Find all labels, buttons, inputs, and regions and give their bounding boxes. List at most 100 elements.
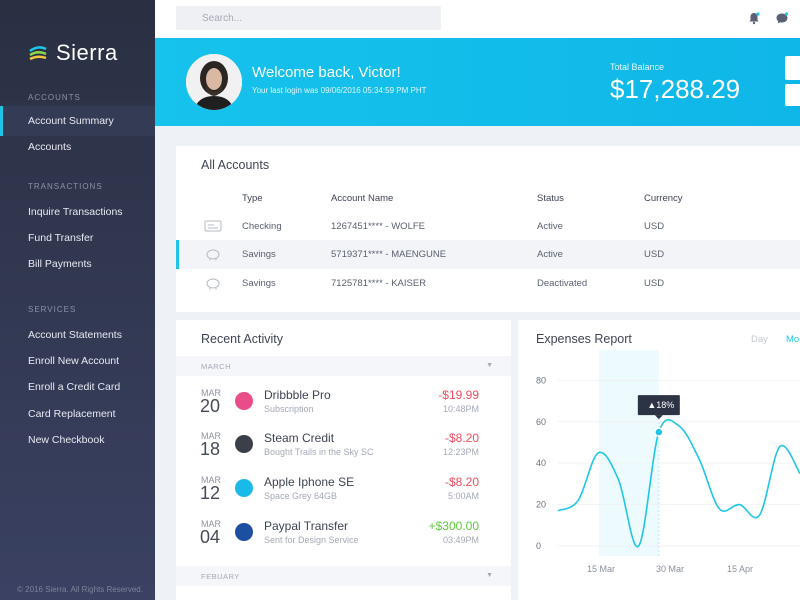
account-name: 7125781**** - KAISER <box>331 278 427 289</box>
transaction-name: Dribbble Pro <box>264 388 331 402</box>
total-balance-label: Total Balance <box>610 62 665 72</box>
month-header-february[interactable]: FEBUARY ▼ <box>176 566 511 586</box>
transaction-time: 12:23PM <box>442 447 479 457</box>
y-tick-label: 20 <box>536 500 546 510</box>
list-item[interactable]: MAR 20 Dribbble Pro Subscription -$19.99 10:4… <box>176 388 511 432</box>
piggy-bank-icon <box>206 278 220 290</box>
transaction-month: MAR <box>201 388 221 398</box>
transaction-day: 18 <box>200 439 221 459</box>
y-tick-label: 40 <box>536 458 546 468</box>
month-header-march[interactable]: MARCH ▼ <box>176 356 511 376</box>
sidebar-item-inquire-transactions[interactable]: Inquire Transactions <box>28 206 123 218</box>
account-name: 5719371**** - MAENGUNE <box>331 249 447 260</box>
transaction-day: 20 <box>200 396 221 416</box>
transaction-amount: +$300.00 <box>428 519 479 533</box>
chat-icon[interactable] <box>775 11 789 25</box>
check-icon <box>204 220 222 232</box>
steam-icon <box>235 435 253 453</box>
expenses-report-card: Expenses Report Day Mo 0 20 40 60 80 15 Mar 30… <box>518 320 800 600</box>
account-type: Checking <box>242 221 282 232</box>
x-tick-label: 30 Mar <box>656 564 684 574</box>
column-header-status: Status <box>537 193 564 204</box>
tab-month[interactable]: Mo <box>786 334 800 345</box>
section-title-accounts: ACCOUNTS <box>28 93 81 102</box>
total-balance-value: $17,288.29 <box>610 74 741 104</box>
recent-activity-card: Recent Activity MARCH ▼ MAR 20 Dribbble Pr… <box>176 320 511 600</box>
sidebar-item-enroll-new-account[interactable]: Enroll New Account <box>28 355 120 367</box>
y-tick-label: 0 <box>536 541 541 551</box>
logo[interactable]: Sierra <box>28 40 118 66</box>
sidebar-item-accounts[interactable]: Accounts <box>28 141 72 153</box>
account-currency: USD <box>644 221 665 232</box>
transaction-amount: -$19.99 <box>438 388 479 402</box>
account-currency: USD <box>644 278 665 289</box>
transaction-time: 03:49PM <box>442 535 479 545</box>
welcome-banner: Welcome back, Victor! Your last login wa… <box>155 38 800 126</box>
avatar[interactable] <box>186 54 242 110</box>
tooltip-arrow <box>654 415 663 420</box>
banner-action-button-2[interactable] <box>785 84 800 106</box>
caret-down-icon: ▼ <box>486 572 493 579</box>
sierra-logo-icon <box>29 46 47 61</box>
account-name: 1267451**** - WOLFE <box>331 221 425 232</box>
top-bar <box>155 0 800 38</box>
transaction-time: 10:48PM <box>442 404 479 414</box>
all-accounts-title: All Accounts <box>201 158 270 172</box>
series-line <box>557 419 800 548</box>
sidebar-item-account-statements[interactable]: Account Statements <box>28 329 122 341</box>
sidebar-item-new-checkbook[interactable]: New Checkbook <box>28 434 105 446</box>
month-label: MARCH <box>201 362 231 371</box>
transaction-name: Paypal Transfer <box>264 519 349 533</box>
dribbble-icon <box>235 392 253 410</box>
account-status: Active <box>537 221 563 232</box>
bell-icon[interactable] <box>747 11 761 25</box>
section-title-services: SERVICES <box>28 305 77 314</box>
caret-down-icon: ▼ <box>486 362 493 369</box>
transaction-name: Steam Credit <box>264 431 335 445</box>
x-tick-label: 15 Mar <box>587 564 615 574</box>
transaction-amount: -$8.20 <box>444 431 479 445</box>
column-header-type: Type <box>242 193 263 204</box>
sidebar-item-account-summary[interactable]: Account Summary <box>0 106 155 136</box>
sidebar-item-bill-payments[interactable]: Bill Payments <box>28 258 92 270</box>
paypal-icon <box>235 523 253 541</box>
account-status: Active <box>537 249 563 260</box>
banner-action-button-1[interactable] <box>785 56 800 80</box>
x-tick-label: 15 Apr <box>727 564 753 574</box>
apple-store-icon <box>235 479 253 497</box>
sidebar-item-card-replacement[interactable]: Card Replacement <box>28 408 116 420</box>
welcome-message: Welcome back, Victor! <box>252 64 401 81</box>
y-tick-label: 60 <box>536 417 546 427</box>
sidebar-item-fund-transfer[interactable]: Fund Transfer <box>28 232 94 244</box>
transaction-month: MAR <box>201 431 221 441</box>
transaction-day: 04 <box>200 527 221 547</box>
table-row[interactable]: Checking 1267451**** - WOLFE Active USD <box>176 212 800 241</box>
tab-day[interactable]: Day <box>751 334 768 345</box>
transaction-day: 12 <box>200 483 221 503</box>
expenses-line-chart: 0 20 40 60 80 15 Mar 30 Mar 15 Apr ▲18% <box>536 350 800 574</box>
piggy-bank-icon <box>206 249 220 261</box>
table-row[interactable]: Savings 7125781**** - KAISER Deactivated… <box>176 269 800 298</box>
account-type: Savings <box>242 278 276 289</box>
list-item[interactable]: MAR 12 Apple Iphone SE Space Grey 64GB -$8.2… <box>176 475 511 519</box>
account-currency: USD <box>644 249 665 260</box>
account-status: Deactivated <box>537 278 588 289</box>
all-accounts-card: All Accounts Type Account Name Status Cu… <box>176 146 800 312</box>
column-header-currency: Currency <box>644 193 683 204</box>
transaction-description: Sent for Design Service <box>264 535 359 545</box>
tooltip-label: ▲18% <box>647 400 674 410</box>
transaction-month: MAR <box>201 519 221 529</box>
list-item[interactable]: MAR 04 Paypal Transfer Sent for Design Serv… <box>176 519 511 563</box>
sidebar: Sierra ACCOUNTS Account Summary Accounts… <box>0 0 155 600</box>
transaction-name: Apple Iphone SE <box>264 475 355 489</box>
table-row[interactable]: Savings 5719371**** - MAENGUNE Active US… <box>176 240 800 269</box>
search-input[interactable] <box>176 6 441 30</box>
column-header-account-name: Account Name <box>331 193 394 204</box>
y-tick-label: 80 <box>536 375 546 385</box>
app-name: Sierra <box>56 40 118 65</box>
transaction-description: Subscription <box>264 404 314 414</box>
sidebar-item-enroll-credit-card[interactable]: Enroll a Credit Card <box>28 381 121 393</box>
list-item[interactable]: MAR 18 Steam Credit Bought Trails in the Sk… <box>176 431 511 475</box>
transaction-amount: -$8.20 <box>444 475 479 489</box>
copyright: © 2016 Sierra. All Rights Reserved. <box>17 585 143 594</box>
